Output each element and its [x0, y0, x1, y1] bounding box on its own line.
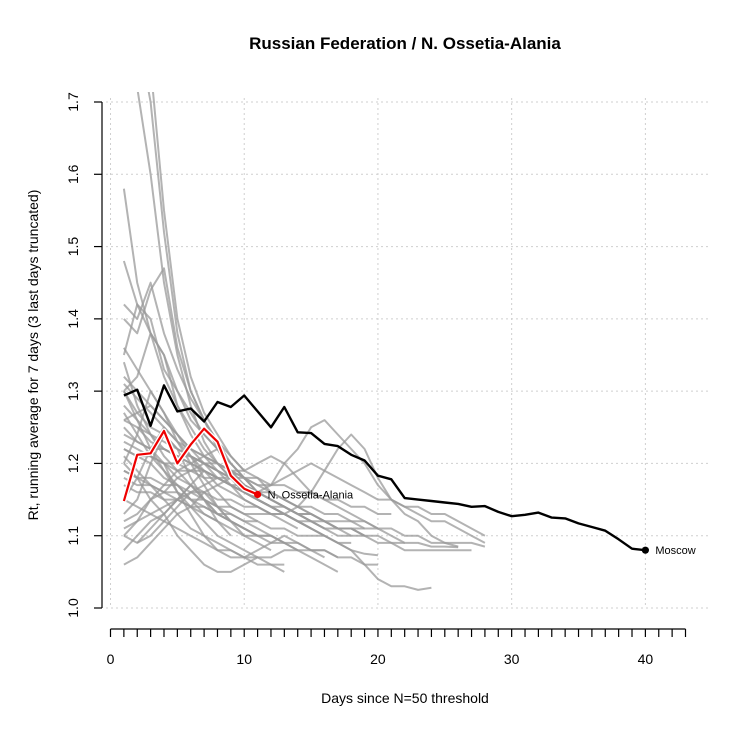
y-tick-label-1-7: 1.7 [65, 92, 81, 112]
region-line-43 [136, 484, 285, 544]
highlight-line [122, 427, 259, 502]
y-axis-label: Rt, running average for 7 days (3 last d… [25, 190, 41, 521]
y-tick-label-1-3: 1.3 [65, 381, 81, 401]
x-axis-label: Days since N=50 threshold [321, 690, 489, 706]
x-tick-label-20: 20 [370, 651, 386, 667]
region-line-40 [123, 476, 312, 530]
annotation-label-2: Moscow [655, 545, 695, 557]
highlight-end-point [253, 490, 262, 499]
moscow-line [123, 384, 646, 552]
annotation-label-1: N. Ossetia-Alania [268, 490, 354, 502]
y-tick-label-1: 1.0 [65, 598, 81, 618]
y-tick-label-1-2: 1.2 [65, 453, 81, 473]
chart-title: Russian Federation / N. Ossetia-Alania [249, 34, 561, 53]
series-lines [121, 92, 649, 591]
x-tick-label-40: 40 [638, 651, 654, 667]
region-line-41 [123, 347, 259, 523]
moscow-end-point [641, 546, 649, 554]
x-tick-label-10: 10 [236, 651, 252, 667]
annotations: N. Ossetia-Alania Moscow [268, 490, 696, 558]
region-line-42 [123, 383, 392, 515]
axes: 1.0 1.1 1.2 1.3 1.4 1.5 1.6 1.7 0 10 20 30 40 [65, 92, 687, 667]
region-line-38 [122, 390, 218, 523]
x-tick-label-0: 0 [107, 651, 115, 667]
region-line-28 [123, 433, 232, 537]
y-tick-label-1-1: 1.1 [65, 526, 81, 546]
y-tick-label-1-4: 1.4 [65, 309, 81, 329]
region-line-34 [163, 462, 325, 559]
region-line-23 [123, 440, 486, 537]
y-tick-label-1-5: 1.5 [65, 237, 81, 257]
x-tick-label-30: 30 [504, 651, 520, 667]
region-line-39 [123, 469, 339, 559]
region-line-27 [122, 390, 272, 552]
region-line-20 [123, 462, 298, 573]
y-tick-label-1-6: 1.6 [65, 164, 81, 184]
series-clip-group [121, 92, 646, 591]
